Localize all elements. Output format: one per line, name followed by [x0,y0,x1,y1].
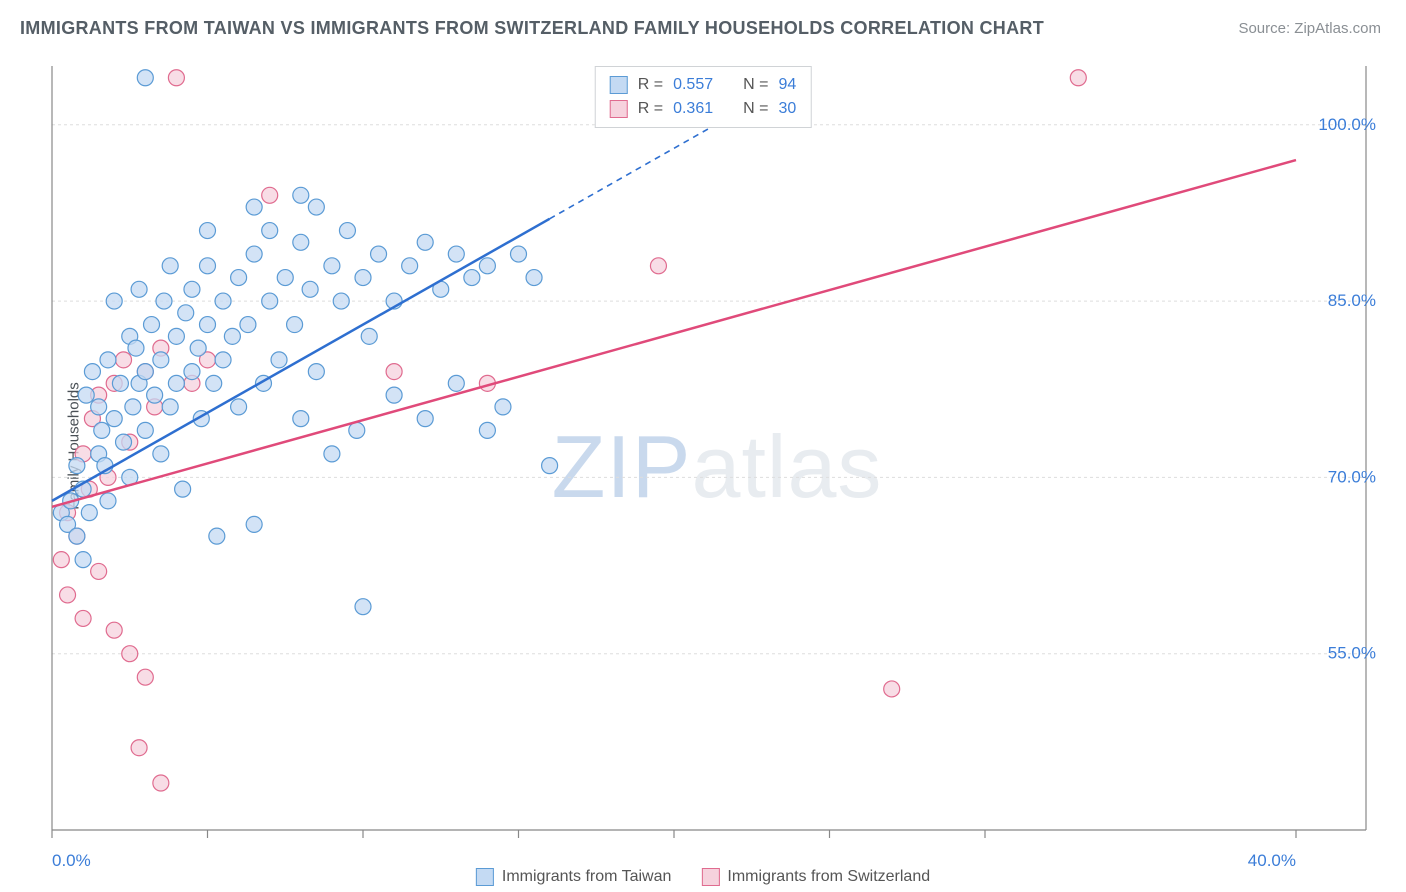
svg-text:85.0%: 85.0% [1328,291,1376,310]
source-attribution: Source: ZipAtlas.com [1238,20,1381,37]
legend-row: R = 0.557 N = 94 [610,73,797,97]
legend-r-value: 0.361 [673,97,713,121]
svg-text:70.0%: 70.0% [1328,467,1376,486]
legend-row: R = 0.361 N = 30 [610,97,797,121]
chart-area: ZIPatlas 55.0%70.0%85.0%100.0%0.0%40.0% [48,62,1386,872]
legend-r-label: R = [638,73,663,97]
series-legend-item: Immigrants from Taiwan [476,868,672,886]
series-label: Immigrants from Switzerland [727,868,930,886]
legend-r-label: R = [638,97,663,121]
chart-title: IMMIGRANTS FROM TAIWAN VS IMMIGRANTS FRO… [20,18,1044,39]
svg-text:55.0%: 55.0% [1328,644,1376,663]
scatter-plot: 55.0% 70.0% 85.0% 100.0% 0.0% 40.0% [48,62,1386,872]
legend-swatch [476,868,494,886]
legend-swatch [701,868,719,886]
legend-n-label: N = [743,97,768,121]
legend-n-value: 94 [778,73,796,97]
svg-text:100.0%: 100.0% [1318,115,1376,134]
legend-n-label: N = [743,73,768,97]
legend-n-value: 30 [778,97,796,121]
series-legend: Immigrants from Taiwan Immigrants from S… [476,868,930,886]
svg-text:40.0%: 40.0% [1248,851,1296,870]
legend-swatch [610,100,628,118]
svg-text:0.0%: 0.0% [52,851,91,870]
legend-swatch [610,76,628,94]
legend-r-value: 0.557 [673,73,713,97]
series-label: Immigrants from Taiwan [502,868,672,886]
series-legend-item: Immigrants from Switzerland [701,868,930,886]
correlation-legend: R = 0.557 N = 94 R = 0.361 N = 30 [595,66,812,128]
